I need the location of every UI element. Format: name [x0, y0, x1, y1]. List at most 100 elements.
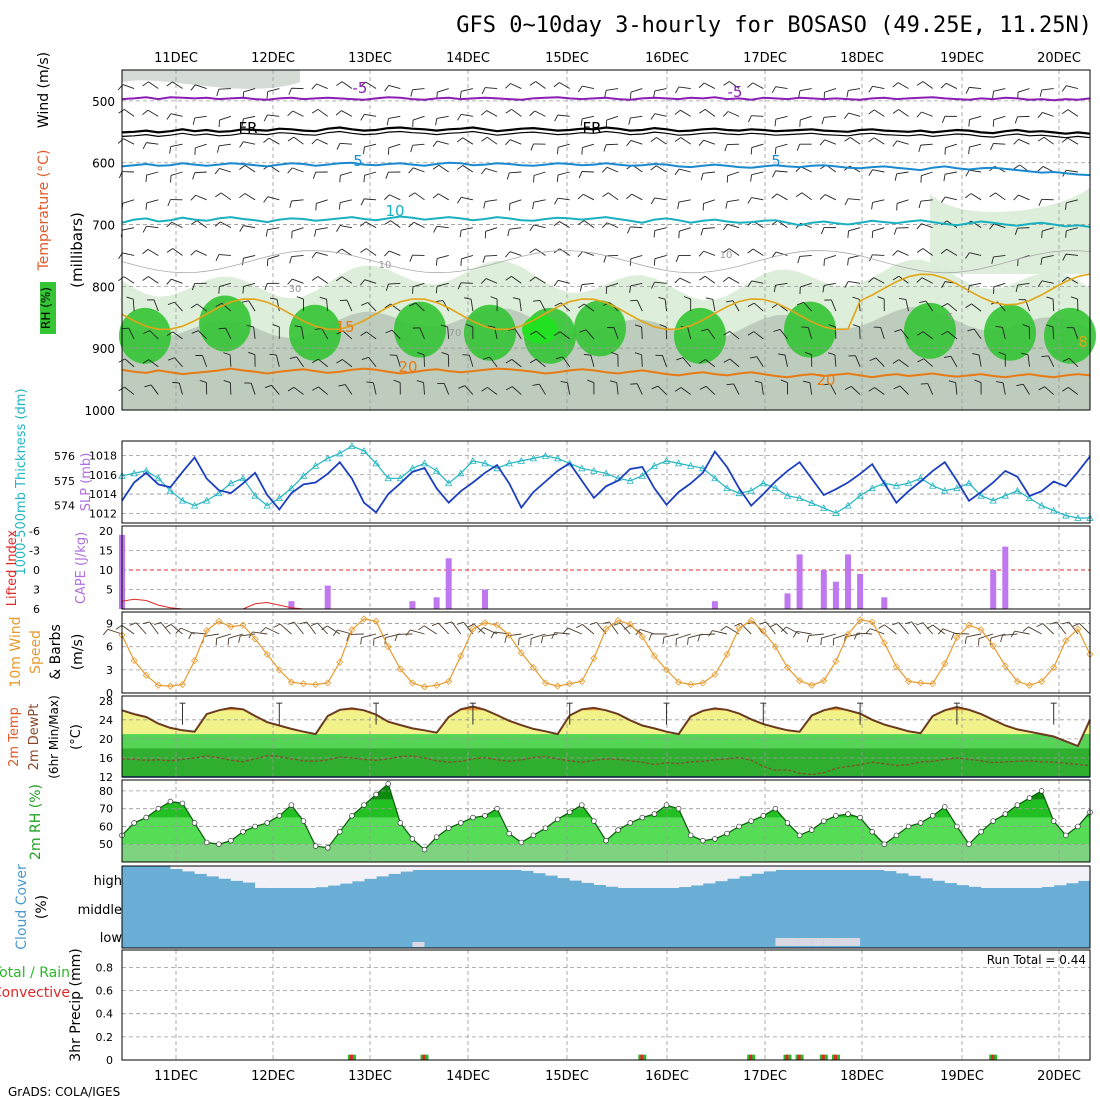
cloud-high-cell-56: [799, 866, 813, 870]
surface-wind-barb-45: [648, 633, 667, 641]
upper-wind-barb-312: [892, 275, 909, 284]
surface-wind-barb-54: [759, 621, 776, 635]
cloud-high-cell-28: [460, 866, 474, 870]
upper-wind-barb-60: [605, 115, 619, 128]
upper-wind-barb-379-shaft: [585, 329, 595, 340]
surface-wind-barb-26-flag: [418, 625, 425, 631]
wind-ylabel-2: Speed: [28, 630, 44, 674]
upper-wind-barb-225: [723, 223, 740, 231]
cloud-high-cell-31: [497, 866, 510, 870]
upper-wind-barb-118-shaft: [1043, 136, 1054, 145]
upper-wind-barb-103: [674, 137, 691, 145]
upper-wind-barb-469-shaft: [829, 383, 837, 395]
upper-wind-barb-308-shaft: [800, 282, 812, 288]
cloud-high-cell-74: [1017, 866, 1030, 888]
upper-wind-barb-78-shaft: [1042, 112, 1054, 117]
upper-wind-barb-474-shaft: [955, 382, 958, 395]
x-tick-top-13DEC: 13DEC: [348, 51, 392, 66]
upper-wind-barb-312-shaft: [898, 275, 909, 284]
upper-wind-barb-310-flag: [844, 281, 849, 288]
upper-wind-barb-377: [529, 330, 546, 340]
upper-wind-barb-368: [314, 328, 329, 340]
surface-wind-barb-14: [273, 623, 292, 635]
upper-wind-barb-194-shaft: [945, 196, 958, 201]
upper-wind-barb-94: [456, 137, 474, 145]
upper-wind-barb-305-shaft: [728, 276, 740, 284]
upper-wind-barb-409: [336, 359, 353, 368]
upper-wind-barb-345-shaft: [732, 300, 740, 312]
rh-moist-blob-4: [464, 304, 516, 361]
surface-wind-barb-7: [188, 632, 207, 640]
cloud-high-cell-17: [327, 866, 341, 886]
wind-speed-marker-12: [263, 650, 271, 658]
x-tick-bottom-12DEC: 12DEC: [251, 1069, 295, 1084]
wind-speed-marker-21: [372, 617, 380, 625]
upper-wind-barb-251: [384, 250, 401, 257]
upper-wind-barb-471-flag: [868, 387, 875, 392]
surface-wind-barb-15-shaft: [293, 621, 304, 635]
lifted-index-ylabel: Lifted Index: [5, 529, 20, 606]
isotherm-label-8: FR: [582, 119, 601, 137]
rh2m-marker-43: [639, 814, 646, 821]
upper-wind-barb-26-flag: [747, 82, 754, 88]
surface-wind-barb-31-shaft: [483, 627, 498, 635]
wind-speed-marker-18: [336, 658, 344, 666]
upper-wind-barb-136-flag: [506, 172, 510, 180]
upper-wind-barb-174: [457, 196, 473, 204]
upper-wind-barb-348-shaft: [803, 301, 813, 312]
upper-wind-barb-18: [553, 82, 570, 89]
rh2m-marker-6: [191, 820, 198, 826]
wind-speed-marker-48: [699, 679, 707, 687]
upper-wind-barb-55-flag: [480, 110, 487, 116]
upper-wind-barb-367-shaft: [301, 326, 304, 339]
upper-wind-barb-263: [675, 254, 691, 263]
thickness-marker-32: [505, 459, 513, 467]
upper-wind-barb-403: [195, 355, 208, 367]
upper-wind-barb-428-flag: [804, 351, 812, 356]
surface-wind-barb-30: [467, 623, 486, 635]
upper-wind-barb-362: [166, 331, 183, 340]
upper-wind-barb-447-flag: [287, 386, 295, 392]
upper-wind-barb-323-flag: [190, 303, 198, 309]
thickness-marker-27: [445, 479, 453, 487]
precip-convective-bar-0: [349, 1054, 353, 1060]
upper-wind-barb-217: [529, 224, 546, 231]
upper-wind-barb-82-shaft: [170, 143, 183, 148]
upper-wind-barb-50-shaft: [364, 113, 377, 117]
upper-wind-barb-168-shaft: [316, 199, 328, 204]
upper-wind-barb-25-shaft: [729, 81, 740, 89]
thickness-marker-22: [384, 474, 392, 482]
surface-wind-barb-58-flag: [806, 635, 810, 643]
surface-wind-barb-44-shaft: [639, 629, 655, 635]
wind-speed-marker-33: [517, 649, 525, 657]
upper-wind-barb-64: [699, 109, 716, 117]
thickness-ytick-575: 575: [54, 475, 75, 488]
surface-wind-barb-79: [1062, 621, 1079, 635]
upper-wind-barb-12-shaft: [412, 88, 425, 91]
surface-wind-barb-63: [865, 628, 885, 635]
upper-wind-barb-108-flag: [796, 143, 801, 151]
upper-wind-barb-460-shaft: [616, 382, 619, 395]
upper-wind-barb-345: [726, 300, 740, 312]
upper-wind-barb-221-flag: [627, 226, 631, 234]
upper-wind-barb-324-flag: [215, 302, 223, 307]
surface-wind-barb-25: [405, 629, 425, 636]
upper-wind-barb-115-shaft: [969, 143, 982, 148]
thickness-marker-71: [977, 491, 985, 499]
rh-moist-blob-6: [574, 300, 626, 357]
upper-wind-barb-229-flag: [820, 227, 825, 235]
surface-wind-barb-50-flag: [708, 630, 713, 637]
upper-wind-barb-6: [266, 88, 280, 99]
upper-wind-barb-236: [989, 223, 1006, 230]
cloud-frame: [121, 865, 1091, 949]
thickness-marker-35: [541, 452, 550, 459]
isotherm-label-1: FR: [238, 119, 257, 137]
upper-wind-barb-100-flag: [603, 144, 607, 152]
upper-wind-barb-162: [167, 199, 183, 207]
upper-wind-barb-102-shaft: [656, 137, 667, 145]
upper-wind-barb-104-flag: [698, 139, 704, 146]
isotherm-label-3: 10: [385, 202, 404, 220]
cloud-high-cell-44: [654, 866, 667, 888]
upper-wind-barb-298: [553, 279, 570, 287]
precip-convective-bar-4: [785, 1054, 789, 1060]
